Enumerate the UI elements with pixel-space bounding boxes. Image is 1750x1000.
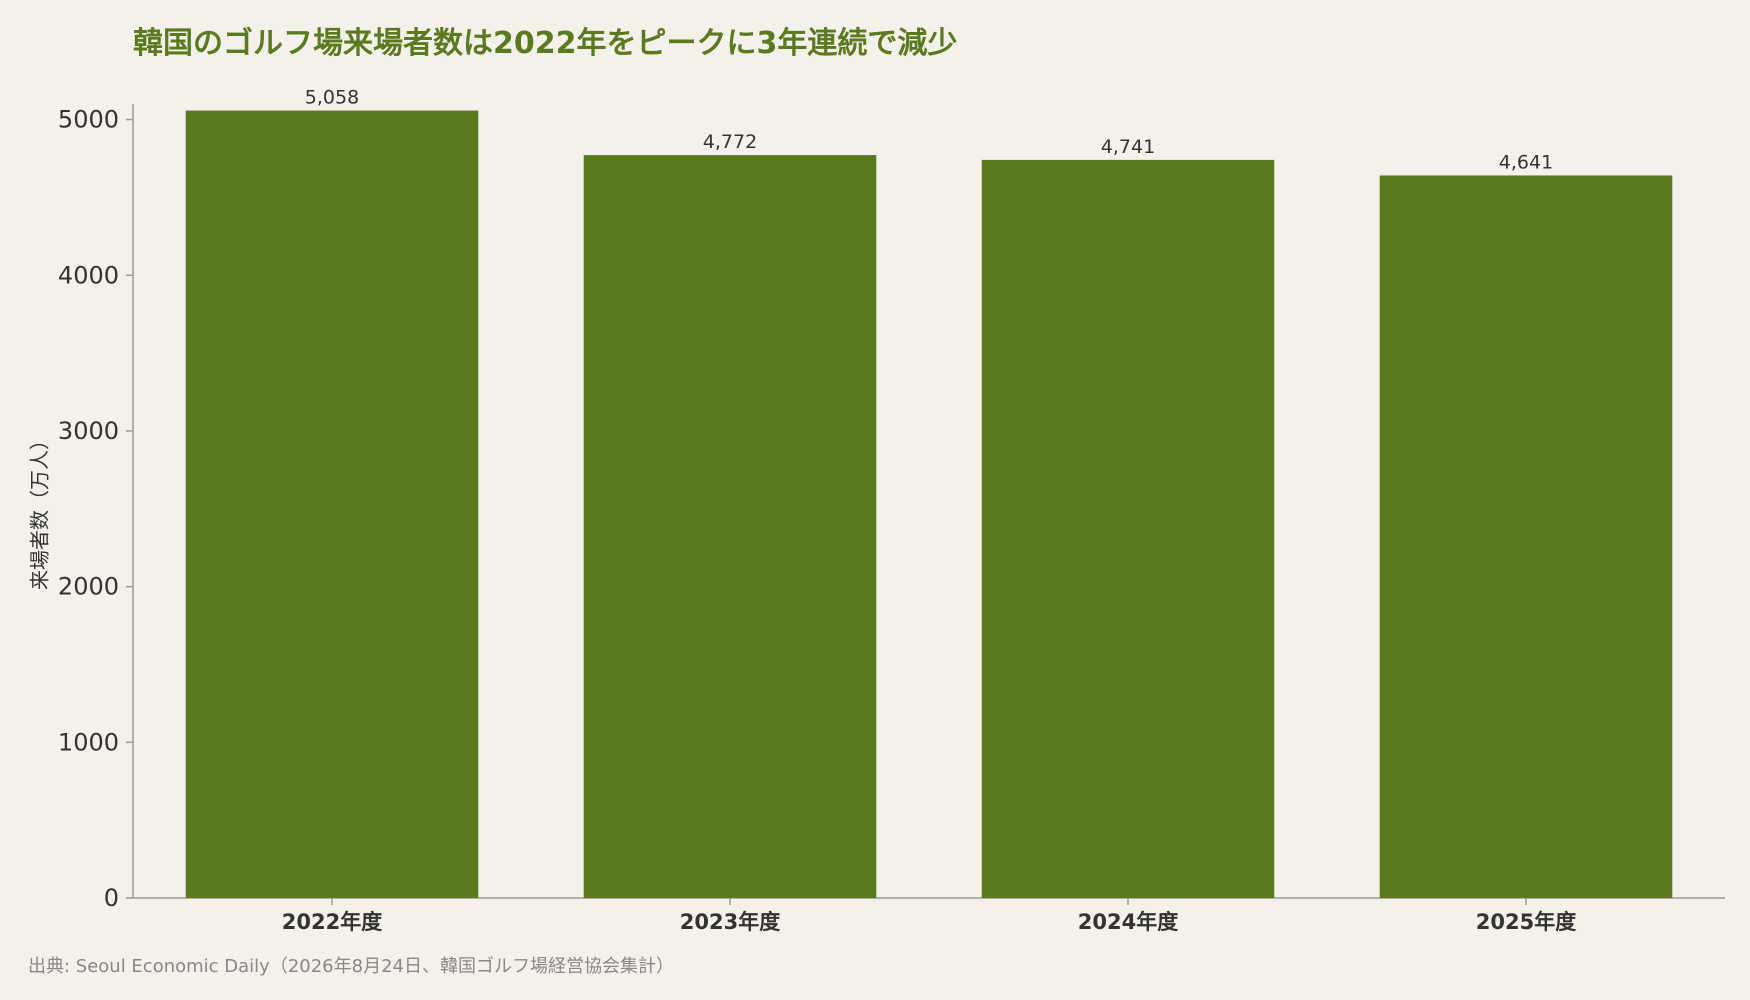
- data-label: 4,772: [703, 131, 757, 153]
- bar-3: [981, 159, 1275, 899]
- y-axis: 0 1000 2000 3000 4000 5000: [58, 104, 134, 912]
- data-label: 5,058: [305, 87, 359, 109]
- x-tick-label: 2025年度: [1476, 910, 1576, 934]
- bars-group: [185, 110, 1673, 899]
- chart-title: 韓国のゴルフ場来場者数は2022年をピークに3年連続で減少: [133, 26, 958, 61]
- x-tick-label: 2024年度: [1078, 910, 1178, 934]
- x-tick-label: 2023年度: [680, 910, 780, 934]
- y-tick-label: 3000: [58, 417, 119, 445]
- y-tick-label: 0: [104, 884, 119, 912]
- y-tick-label: 5000: [58, 106, 119, 134]
- data-label: 4,641: [1499, 151, 1553, 173]
- source-note: 出典: Seoul Economic Daily（2026年8月24日、韓国ゴル…: [28, 956, 674, 977]
- x-axis: 2022年度 2023年度 2024年度 2025年度: [133, 897, 1725, 934]
- x-tick-label: 2022年度: [282, 910, 382, 934]
- y-tick-label: 1000: [58, 728, 119, 756]
- data-label: 4,741: [1101, 136, 1155, 158]
- bar-4: [1379, 175, 1673, 898]
- y-tick-label: 4000: [58, 261, 119, 289]
- bar-2: [583, 155, 877, 899]
- data-labels-group: 5,058 4,772 4,741 4,641: [305, 87, 1553, 174]
- bar-1: [185, 110, 479, 899]
- y-tick-label: 2000: [58, 573, 119, 601]
